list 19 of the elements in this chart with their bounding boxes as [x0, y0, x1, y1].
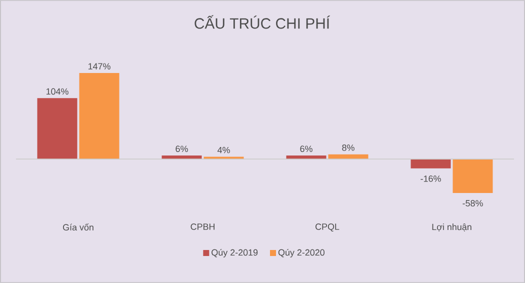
x-tick-label: Gía vốn — [63, 224, 94, 231]
data-label: 147% — [88, 63, 110, 70]
x-tick-label: Lợi nhuận — [432, 224, 472, 232]
bar — [452, 159, 493, 193]
data-label: 104% — [46, 88, 68, 95]
x-tick-label: CPQL — [316, 224, 340, 232]
data-label: 6% — [176, 146, 188, 152]
data-label: 6% — [300, 146, 312, 152]
bar — [37, 98, 78, 160]
data-label: -58% — [462, 200, 483, 206]
data-label: 8% — [342, 144, 354, 151]
bar — [79, 73, 120, 160]
legend-label: Qúy 2-2019 — [212, 248, 258, 258]
x-tick-label: CPBH — [190, 224, 214, 230]
legend-label: Qúy 2-2020 — [278, 248, 324, 258]
bar — [410, 159, 451, 168]
data-label: -16% — [420, 175, 441, 182]
chart-title: CẤU TRÚC CHI PHÍ — [194, 15, 330, 29]
data-label: 4% — [217, 146, 230, 154]
